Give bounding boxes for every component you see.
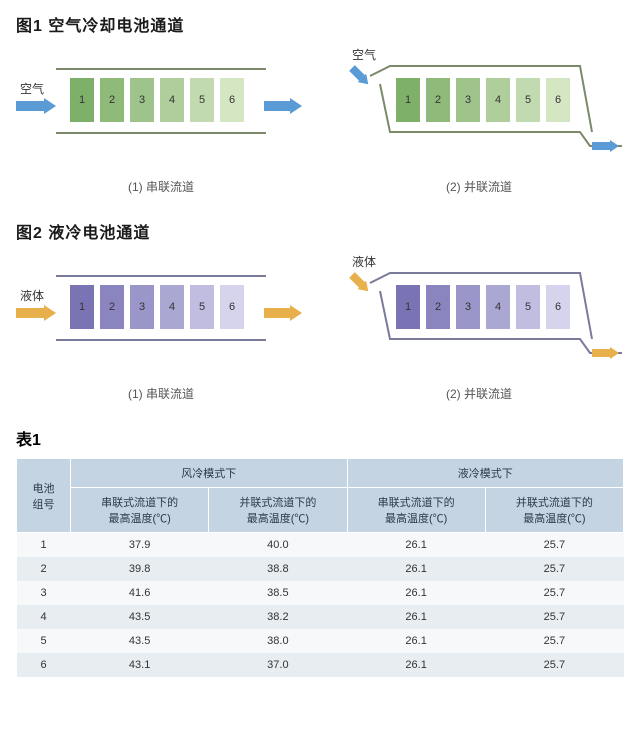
fig1-series-bot-line	[56, 132, 266, 134]
cell-value: 41.6	[71, 581, 209, 605]
fig2-caption-left: (1) 串联流道	[16, 385, 306, 402]
row-id: 6	[17, 653, 71, 677]
battery-cell: 4	[160, 285, 184, 329]
fig1-series-cells: 123456	[70, 78, 244, 122]
battery-cell: 4	[486, 285, 510, 329]
row-id: 2	[17, 557, 71, 581]
fig1-parallel-cells: 123456	[396, 78, 570, 122]
fig1-caption-left: (1) 串联流道	[16, 178, 306, 195]
battery-cell: 6	[546, 78, 570, 122]
table-group-2: 液冷模式下	[347, 459, 624, 488]
cell-value: 37.9	[71, 533, 209, 558]
battery-cell: 6	[220, 78, 244, 122]
fig2-captions: (1) 串联流道 (2) 并联流道	[16, 385, 624, 402]
fig2-parallel-channel: 液体 123456	[334, 257, 624, 377]
fig1-series-channel: 空气 123456	[16, 50, 306, 170]
fig1-row: 空气 123456 空气 123456	[16, 50, 624, 170]
table-sub-3: 串联式流道下的 最高温度(℃)	[347, 488, 485, 533]
fig2-title: 图2 液冷电池通道	[16, 219, 624, 243]
cell-value: 25.7	[485, 653, 623, 677]
battery-cell: 5	[516, 285, 540, 329]
cell-value: 40.0	[209, 533, 347, 558]
fig2-series-cells: 123456	[70, 285, 244, 329]
fig1-caption-right: (2) 并联流道	[334, 178, 624, 195]
cell-value: 26.1	[347, 581, 485, 605]
cell-value: 43.5	[71, 629, 209, 653]
fig1-parallel-channel: 空气 123456	[334, 50, 624, 170]
cell-value: 38.5	[209, 581, 347, 605]
data-table: 电池 组号 风冷模式下 液冷模式下 串联式流道下的 最高温度(℃) 并联式流道下…	[16, 458, 624, 677]
fig1-arrow-in	[16, 98, 56, 114]
battery-cell: 5	[190, 78, 214, 122]
fig1-captions: (1) 串联流道 (2) 并联流道	[16, 178, 624, 195]
fig2-flow-label-left: 液体	[20, 287, 44, 304]
battery-cell: 3	[456, 78, 480, 122]
table-row: 239.838.826.125.7	[17, 557, 624, 581]
row-id: 1	[17, 533, 71, 558]
table-row: 341.638.526.125.7	[17, 581, 624, 605]
table-sub-4: 并联式流道下的 最高温度(℃)	[485, 488, 623, 533]
fig1-title: 图1 空气冷却电池通道	[16, 12, 624, 36]
battery-cell: 1	[70, 78, 94, 122]
row-id: 5	[17, 629, 71, 653]
fig1-flow-label-left: 空气	[20, 80, 44, 97]
fig2-series-top-line	[56, 275, 266, 277]
fig2-arrow-in	[16, 305, 56, 321]
battery-cell: 3	[456, 285, 480, 329]
cell-value: 38.2	[209, 605, 347, 629]
fig2-row: 液体 123456 液体 123456	[16, 257, 624, 377]
table-row: 137.940.026.125.7	[17, 533, 624, 558]
battery-cell: 1	[396, 285, 420, 329]
cell-value: 25.7	[485, 629, 623, 653]
table-row: 643.137.026.125.7	[17, 653, 624, 677]
cell-value: 26.1	[347, 557, 485, 581]
cell-value: 38.0	[209, 629, 347, 653]
battery-cell: 4	[160, 78, 184, 122]
fig1-arrow-out-p	[592, 140, 619, 152]
fig2-parallel-cells: 123456	[396, 285, 570, 329]
cell-value: 26.1	[347, 605, 485, 629]
cell-value: 25.7	[485, 533, 623, 558]
battery-cell: 5	[190, 285, 214, 329]
fig2-series-bot-line	[56, 339, 266, 341]
cell-value: 25.7	[485, 605, 623, 629]
table-title: 表1	[16, 426, 624, 450]
battery-cell: 1	[70, 285, 94, 329]
row-id: 3	[17, 581, 71, 605]
cell-value: 25.7	[485, 581, 623, 605]
cell-value: 37.0	[209, 653, 347, 677]
battery-cell: 2	[426, 78, 450, 122]
battery-cell: 6	[220, 285, 244, 329]
battery-cell: 5	[516, 78, 540, 122]
cell-value: 25.7	[485, 557, 623, 581]
table-rowhead: 电池 组号	[17, 459, 71, 533]
cell-value: 26.1	[347, 533, 485, 558]
fig2-series-channel: 液体 123456	[16, 257, 306, 377]
battery-cell: 1	[396, 78, 420, 122]
cell-value: 43.1	[71, 653, 209, 677]
fig2-arrow-out	[264, 305, 302, 321]
table-row: 543.538.026.125.7	[17, 629, 624, 653]
row-id: 4	[17, 605, 71, 629]
battery-cell: 2	[100, 78, 124, 122]
cell-value: 26.1	[347, 629, 485, 653]
battery-cell: 6	[546, 285, 570, 329]
cell-value: 39.8	[71, 557, 209, 581]
table-sub-2: 并联式流道下的 最高温度(℃)	[209, 488, 347, 533]
fig1-series-top-line	[56, 68, 266, 70]
cell-value: 43.5	[71, 605, 209, 629]
table-sub-1: 串联式流道下的 最高温度(℃)	[71, 488, 209, 533]
cell-value: 38.8	[209, 557, 347, 581]
battery-cell: 2	[100, 285, 124, 329]
fig2-caption-right: (2) 并联流道	[334, 385, 624, 402]
fig2-arrow-out-p	[592, 347, 619, 359]
fig1-arrow-out	[264, 98, 302, 114]
cell-value: 26.1	[347, 653, 485, 677]
battery-cell: 3	[130, 285, 154, 329]
battery-cell: 4	[486, 78, 510, 122]
table-group-1: 风冷模式下	[71, 459, 348, 488]
battery-cell: 3	[130, 78, 154, 122]
table-row: 443.538.226.125.7	[17, 605, 624, 629]
battery-cell: 2	[426, 285, 450, 329]
